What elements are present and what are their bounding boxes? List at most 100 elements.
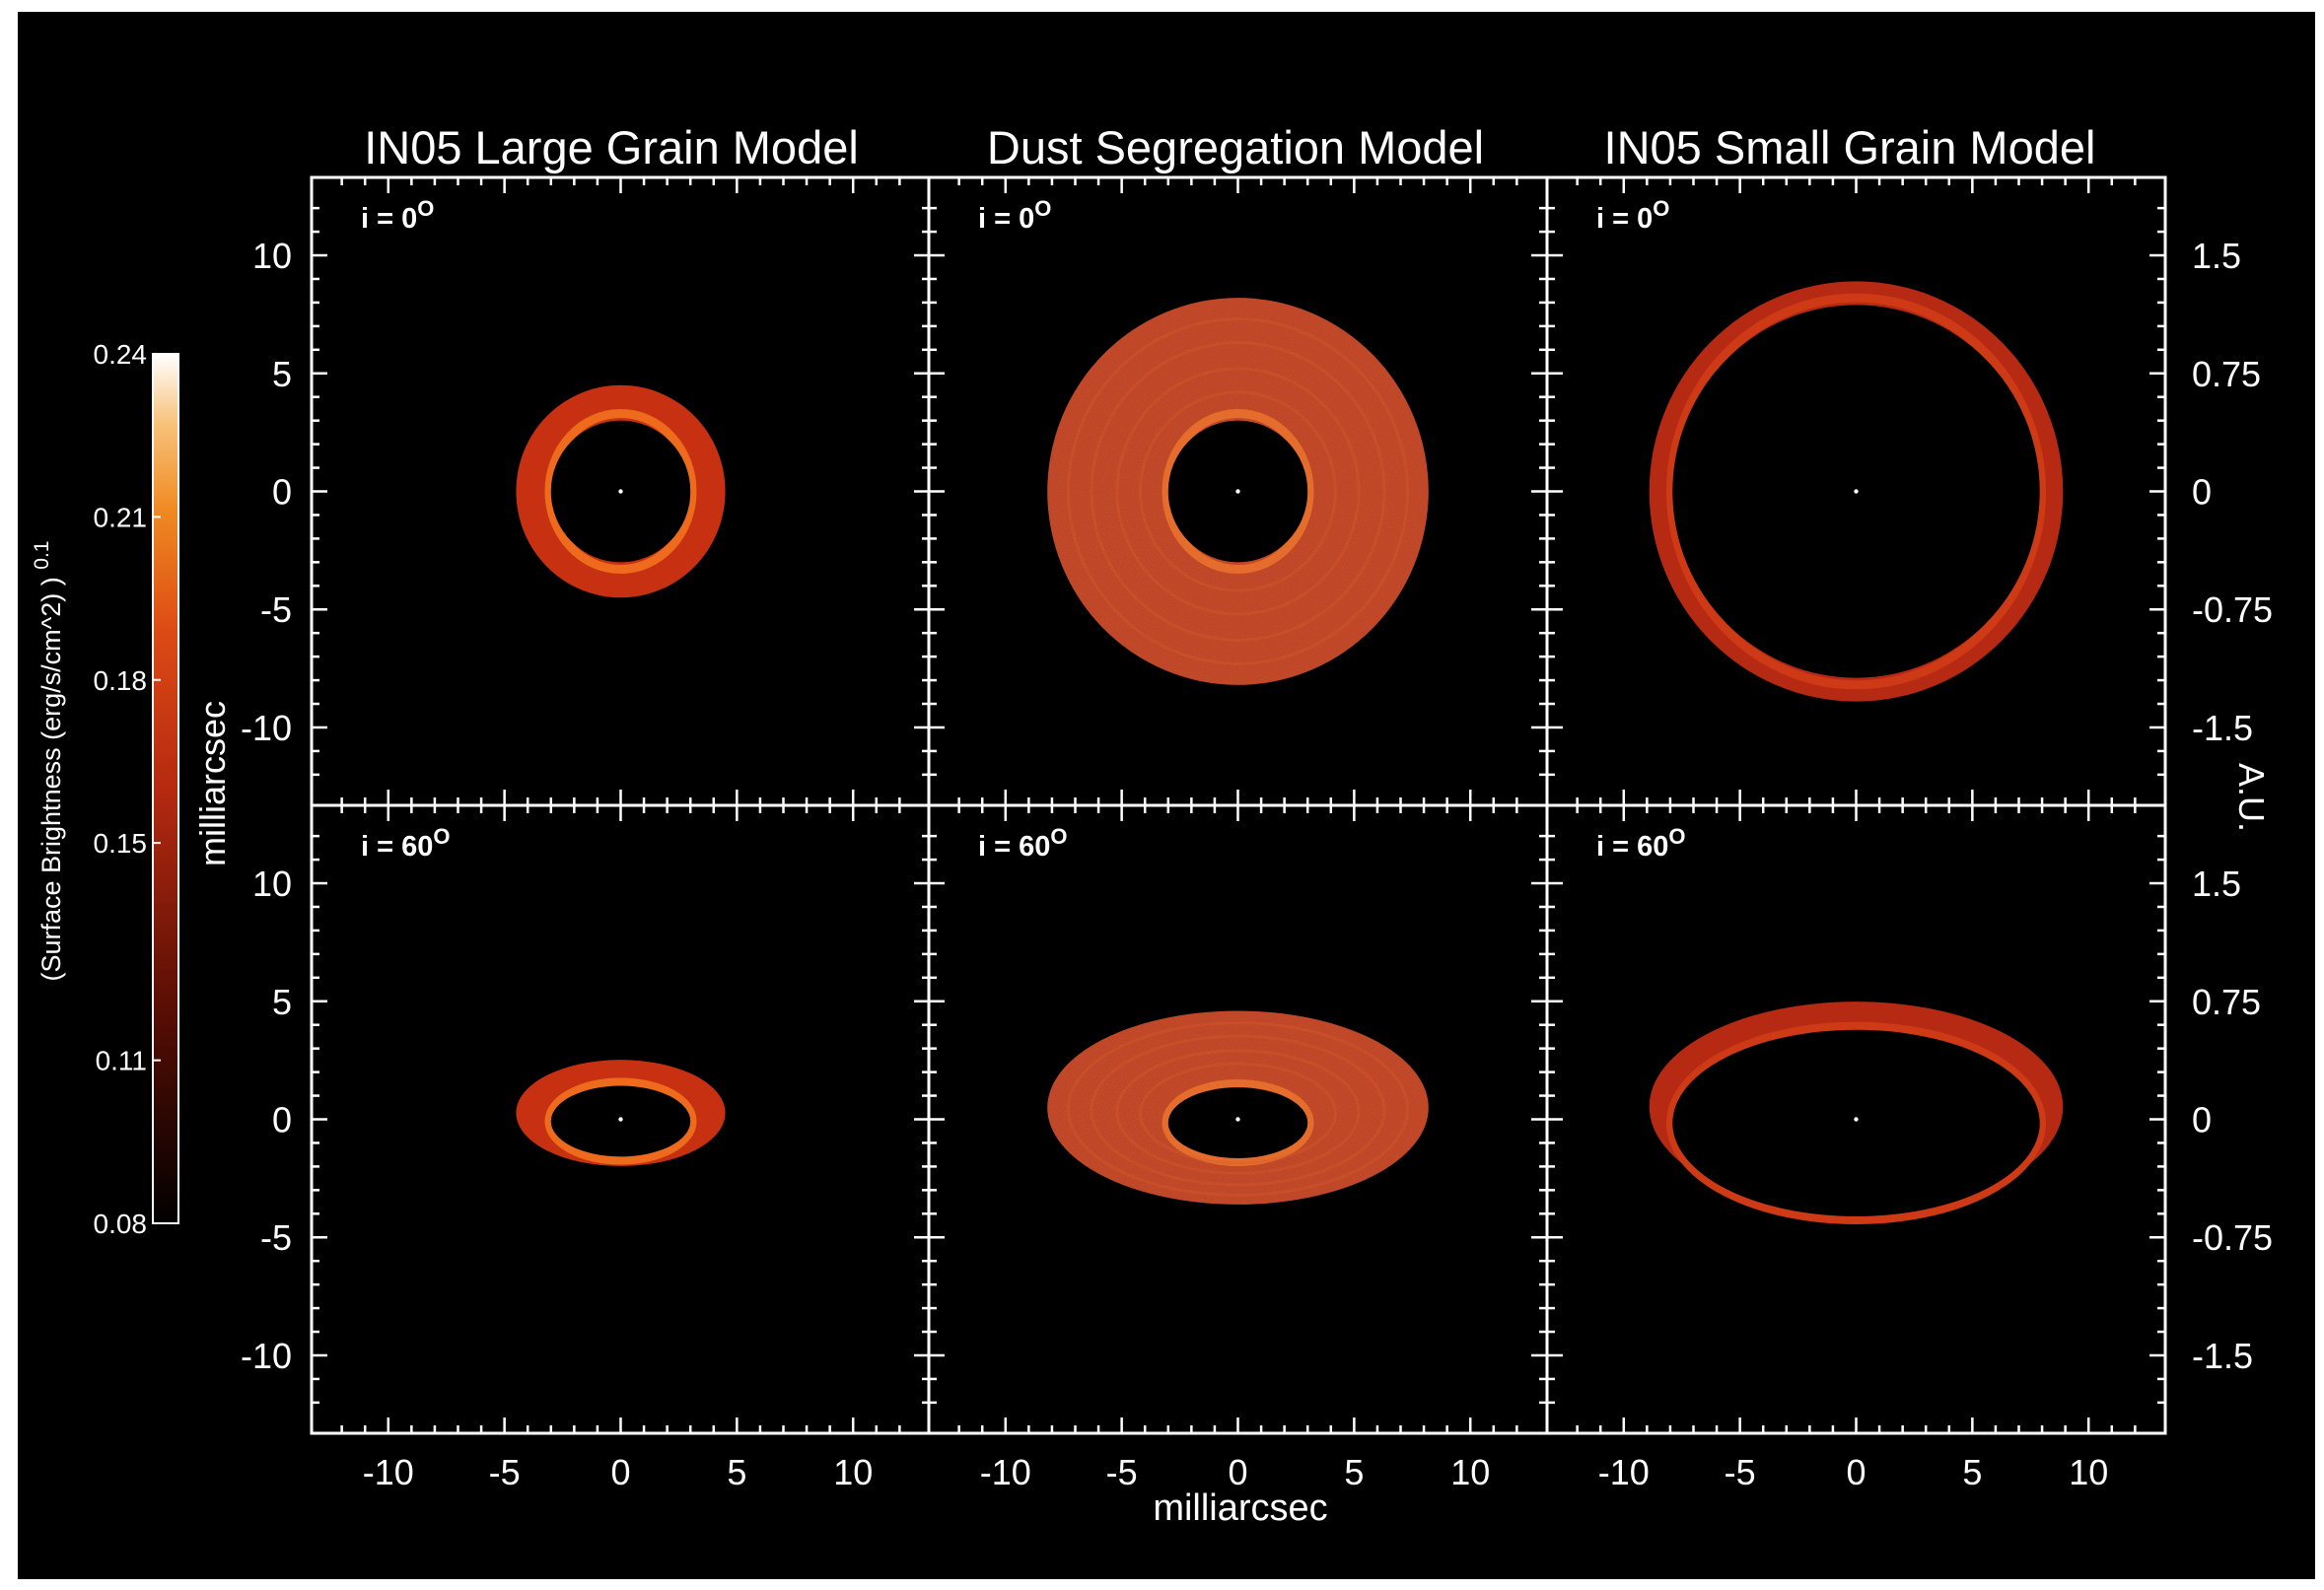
- y-tick-label-right: -1.5: [2192, 1336, 2253, 1376]
- panel-1-0: i = 0O: [927, 175, 1549, 807]
- inclination-degree-sup: O: [1050, 824, 1067, 849]
- x-tick-label: 10: [833, 1452, 873, 1492]
- x-tick-label: -5: [1106, 1452, 1138, 1492]
- disk-image: [516, 1060, 726, 1166]
- panel-0-1: i = 60O: [310, 803, 932, 1435]
- panel-title-small-grain: IN05 Small Grain Model: [1604, 121, 2096, 173]
- central-star: [618, 489, 623, 494]
- inclination-label: i = 60O: [1596, 824, 1686, 863]
- y-tick-label-right: 0.75: [2192, 982, 2261, 1022]
- x-tick-label: 5: [1962, 1452, 1982, 1492]
- y-tick-label-right: 0: [2192, 472, 2212, 513]
- disk-inner-rim: [544, 1077, 697, 1165]
- y-tick-label-right: -0.75: [2192, 589, 2273, 630]
- y-tick-label-left: -5: [260, 1217, 292, 1258]
- y-tick-label-left: 0: [272, 1100, 292, 1141]
- colorbar-label: (Surface Brightness (erg/s/cm^2) ) 0.1: [31, 540, 66, 981]
- y-tick-label-left: -10: [241, 1336, 292, 1376]
- x-tick-label: 5: [1344, 1452, 1364, 1492]
- x-tick-label: -5: [489, 1452, 521, 1492]
- y-tick-label-right: 0: [2192, 1100, 2212, 1141]
- inclination-text: i = 60: [978, 831, 1050, 863]
- inclination-text: i = 60: [361, 831, 433, 863]
- left-tick-labels: 10 5 0 -5 -10 10 5 0 -5 -10: [241, 236, 292, 1376]
- chart-svg: IN05 Large Grain Model Dust Segregation …: [31, 121, 2273, 1529]
- y-tick-label-right: 1.5: [2192, 864, 2241, 904]
- y-tick-label-left: 5: [272, 354, 292, 394]
- inclination-text: i = 0: [361, 203, 417, 235]
- y-tick-label-right: 1.5: [2192, 236, 2241, 276]
- inclination-degree-sup: O: [433, 824, 450, 849]
- x-tick-label: -10: [1598, 1452, 1650, 1492]
- panel-title-dust-segregation: Dust Segregation Model: [987, 121, 1484, 173]
- x-tick-label: 0: [1846, 1452, 1866, 1492]
- y-tick-label-left: -5: [260, 589, 292, 630]
- y-tick-label-right: -0.75: [2192, 1217, 2273, 1258]
- colorbar-tick-label: 0.11: [96, 1046, 147, 1076]
- colorbar-tick-label: 0.08: [94, 1209, 148, 1239]
- x-tick-label: 10: [2069, 1452, 2108, 1492]
- disk-image: [516, 384, 726, 598]
- panel-0-0: i = 0O: [310, 175, 932, 807]
- inclination-label: i = 60O: [978, 824, 1068, 863]
- figure-canvas: IN05 Large Grain Model Dust Segregation …: [18, 12, 2315, 1579]
- disk-inner-rim: [1665, 293, 2047, 690]
- panel-2-1: i = 60O: [1545, 803, 2167, 1435]
- disk-inner-rim: [544, 408, 697, 575]
- colorbar-gradient: [152, 353, 179, 1224]
- inclination-label: i = 0O: [361, 196, 434, 235]
- y-tick-label-right: 0.75: [2192, 354, 2261, 394]
- central-star: [1235, 489, 1240, 494]
- inclination-label: i = 60O: [361, 824, 451, 863]
- colorbar-tick-label: 0.18: [94, 665, 148, 696]
- x-tick-label: -10: [980, 1452, 1031, 1492]
- y-axis-label-right: A.U.: [2231, 763, 2272, 832]
- y-tick-label-left: 10: [252, 236, 292, 276]
- inclination-text: i = 0: [1596, 203, 1653, 235]
- disk-inner-hole: [1672, 1029, 2040, 1216]
- central-star: [618, 1117, 623, 1122]
- right-tick-labels: 1.5 0.75 0 -0.75 -1.5 1.5 0.75 0 -0.75 -1.5: [2192, 236, 2273, 1376]
- panel-title-large-grain: IN05 Large Grain Model: [364, 121, 859, 173]
- y-tick-label-left: 10: [252, 864, 292, 904]
- inclination-label: i = 0O: [1596, 196, 1669, 235]
- x-tick-label: 10: [1450, 1452, 1490, 1492]
- y-tick-label-left: -10: [241, 708, 292, 748]
- x-axis-label: milliarcsec: [1153, 1487, 1327, 1529]
- colorbar-label-exponent: 0.1: [31, 540, 53, 569]
- disk-image: [1047, 1010, 1429, 1205]
- inclination-degree-sup: O: [1668, 824, 1685, 849]
- central-star: [1854, 489, 1859, 494]
- x-tick-label: 0: [1228, 1452, 1247, 1492]
- colorbar: 0.24 0.21 0.18 0.15 0.11 0.08 (Surface Bright…: [31, 339, 179, 1239]
- x-tick-label: 5: [727, 1452, 746, 1492]
- inclination-text: i = 0: [978, 203, 1034, 235]
- disk-inner-rim: [1665, 1021, 2047, 1225]
- disk-inner-hole: [1167, 1087, 1308, 1158]
- y-tick-label-left: 5: [272, 982, 292, 1022]
- panel-2-0: i = 0O: [1545, 175, 2167, 807]
- inclination-degree-sup: O: [1653, 196, 1669, 221]
- y-tick-label-left: 0: [272, 472, 292, 513]
- inclination-text: i = 60: [1596, 831, 1668, 863]
- colorbar-label-text: (Surface Brightness (erg/s/cm^2) ): [36, 577, 66, 981]
- central-star: [1854, 1117, 1859, 1122]
- inclination-label: i = 0O: [978, 196, 1051, 235]
- central-star: [1235, 1117, 1240, 1122]
- colorbar-tick-label: 0.21: [94, 502, 148, 532]
- y-tick-label-right: -1.5: [2192, 708, 2253, 748]
- panel-1-1: i = 60O: [927, 803, 1549, 1435]
- panel-grid: i = 0O i = 0O i = 0Oi = 60O i = 60O i = 60O: [310, 175, 2167, 1435]
- colorbar-tick-label: 0.24: [94, 339, 148, 370]
- disk-image: [1649, 1002, 2064, 1225]
- x-tick-label: 0: [610, 1452, 630, 1492]
- colorbar-tick-label: 0.15: [94, 828, 148, 859]
- y-axis-label-left: milliarcsec: [192, 701, 233, 866]
- inclination-degree-sup: O: [1034, 196, 1051, 221]
- colorbar-ticks: 0.24 0.21 0.18 0.15 0.11 0.08: [94, 339, 161, 1239]
- x-tick-label: -10: [363, 1452, 414, 1492]
- inclination-degree-sup: O: [417, 196, 434, 221]
- x-tick-label: -5: [1725, 1452, 1756, 1492]
- disk-image: [1649, 281, 2064, 702]
- disk-image: [1047, 298, 1429, 685]
